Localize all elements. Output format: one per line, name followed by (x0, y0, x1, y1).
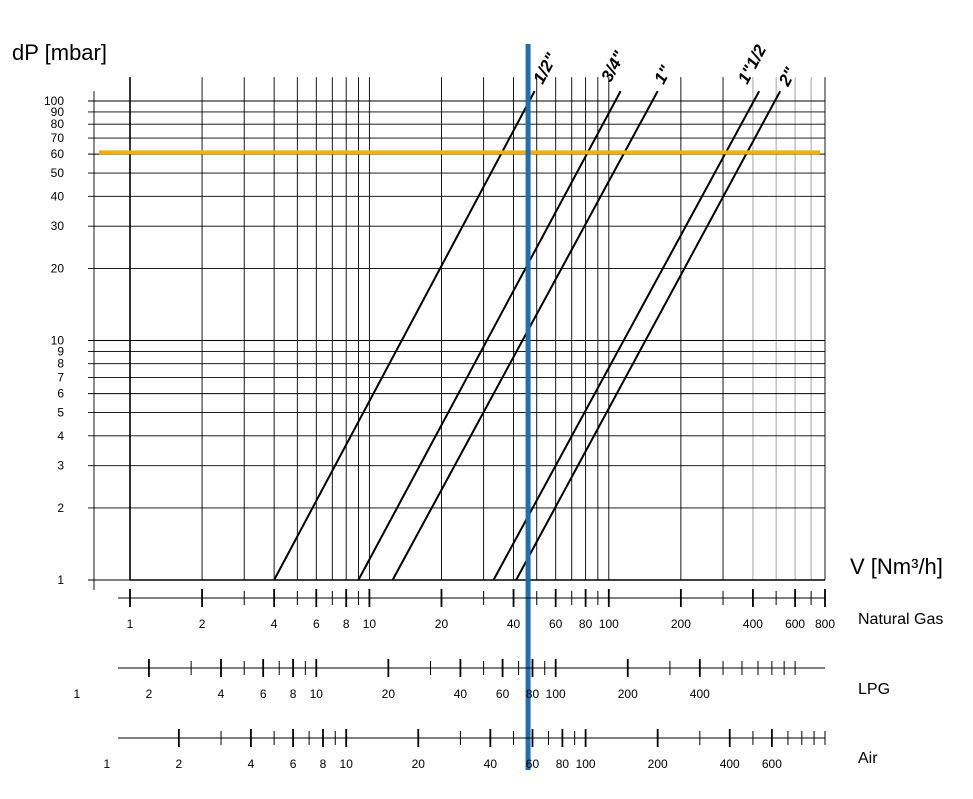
curve-label: 1"1/2 (734, 41, 770, 87)
scale-tick-label: 8 (320, 757, 327, 771)
scale-tick-label: 200 (648, 757, 668, 771)
scale-tick-label: 20 (412, 757, 426, 771)
gas-scales: 1 2 4 6 8 10 20 40 60 80 100 200 400 600 800 1 2 4 6 8 10 20 4… (74, 589, 835, 771)
y-tick-label: 20 (51, 261, 65, 275)
scale-tick-label: 6 (313, 617, 320, 631)
reference-lines (99, 44, 820, 770)
scale-tick-label: 100 (576, 757, 596, 771)
scale-tick-label: 60 (526, 757, 540, 771)
y-tick-label: 8 (57, 357, 64, 371)
scale-tick-label: 400 (720, 757, 740, 771)
scale-tick-label: 4 (218, 687, 225, 701)
scale-tick-label: 40 (507, 617, 521, 631)
scale-tick-label: 10 (340, 757, 354, 771)
scale-tick-label: 100 (599, 617, 619, 631)
scale-tick-label: 60 (549, 617, 563, 631)
scale-tick-label: 80 (579, 617, 593, 631)
scale-tick-label: 40 (454, 687, 468, 701)
size-curves: 1/2" 3/4" 1" 1"1/2 2" (273, 41, 800, 581)
curve-label: 3/4" (597, 47, 629, 85)
y-tick-label: 60 (51, 147, 65, 161)
scale-tick-label: 200 (618, 687, 638, 701)
y-tick-label: 3 (57, 459, 64, 473)
scale-tick-label: 400 (743, 617, 763, 631)
y-tick-label: 40 (51, 189, 65, 203)
y-tick-label: 80 (51, 117, 65, 131)
scale-tick-label: 2 (199, 617, 206, 631)
size-curve (273, 90, 536, 581)
curve-label: 1/2" (529, 49, 561, 87)
scale-tick-label: 6 (290, 757, 297, 771)
scale-label-air: Air (858, 750, 878, 767)
scale-tick-label: 2 (176, 757, 183, 771)
y-tick-label: 1 (57, 573, 64, 587)
scale-tick-label: 10 (363, 617, 377, 631)
y-tick-label: 50 (51, 166, 65, 180)
scale-tick-label: 2 (146, 687, 153, 701)
size-curve (357, 90, 622, 581)
scale-tick-label: 1 (103, 757, 110, 771)
scale-tick-label: 10 (310, 687, 324, 701)
scale-tick-label: 8 (343, 617, 350, 631)
scale-tick-label: 60 (496, 687, 510, 701)
scale-tick-label: 6 (260, 687, 267, 701)
size-curve (515, 90, 782, 581)
scale-tick-label: 8 (290, 687, 297, 701)
y-tick-label: 90 (51, 105, 65, 119)
scale-tick-label: 80 (526, 687, 540, 701)
y-tick-label: 9 (57, 344, 64, 358)
scale-label-lpg: LPG (858, 681, 891, 698)
curve-label: 1" (650, 62, 675, 87)
scale-label-natural-gas: Natural Gas (858, 611, 944, 628)
scale-tick-label: 400 (690, 687, 710, 701)
y-tick-label: 7 (57, 371, 64, 385)
y-tick-label: 4 (57, 429, 64, 443)
scale-tick-label: 20 (382, 687, 396, 701)
scale-tick-label: 1 (74, 687, 81, 701)
size-curve (492, 90, 761, 581)
y-tick-label: 30 (51, 219, 65, 233)
x-axis-label: V [Nm³/h] (850, 554, 943, 579)
y-axis-label: dP [mbar] (12, 40, 107, 65)
scale-tick-label: 40 (484, 757, 498, 771)
scale-tick-label: 80 (556, 757, 570, 771)
size-curve (391, 90, 659, 581)
y-tick-label: 2 (57, 501, 64, 515)
scale-tick-label: 4 (248, 757, 255, 771)
y-tick-label: 10 (51, 334, 65, 348)
scale-tick-label: 600 (762, 757, 782, 771)
y-tick-label: 6 (57, 387, 64, 401)
scale-tick-label: 600 (785, 617, 805, 631)
scale-tick-label: 4 (271, 617, 278, 631)
y-tick-label: 5 (57, 406, 64, 420)
scale-tick-label: 1 (127, 617, 134, 631)
scale-tick-label: 200 (671, 617, 691, 631)
scale-tick-label: 20 (435, 617, 449, 631)
scale-tick-label: 100 (546, 687, 566, 701)
scale-tick-label: 800 (815, 617, 835, 631)
y-tick-label: 100 (44, 94, 64, 108)
curve-label: 2" (774, 64, 800, 90)
y-tick-label: 70 (51, 131, 65, 145)
